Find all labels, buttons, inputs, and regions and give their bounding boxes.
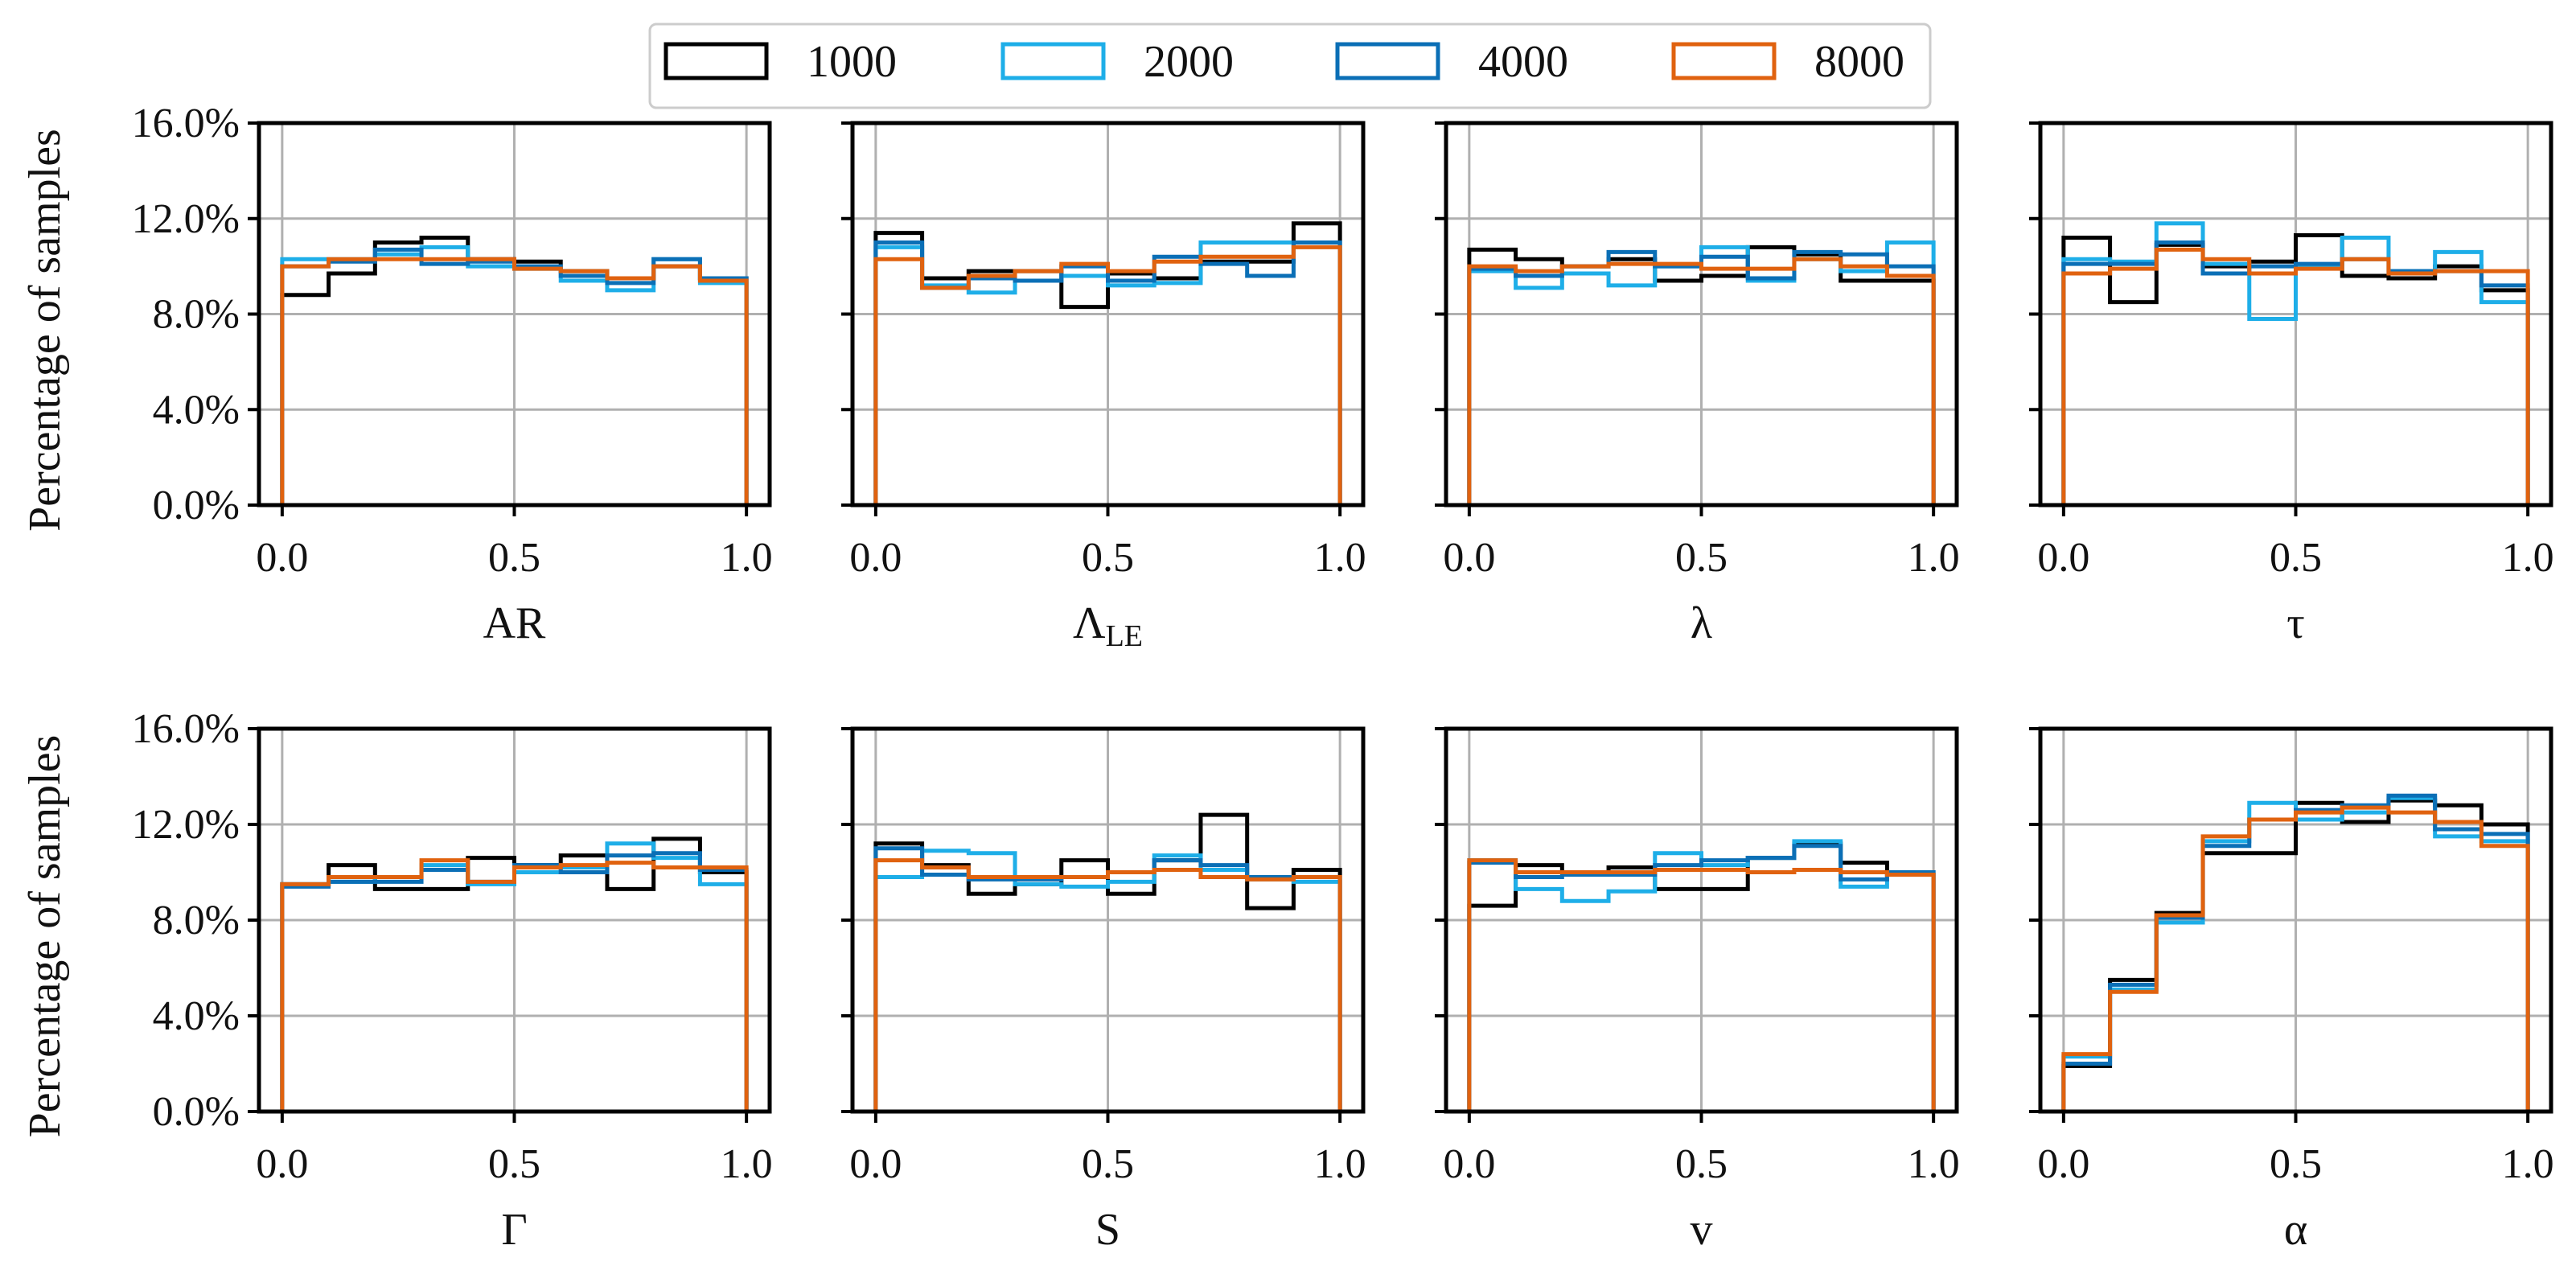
x-tick-label: 1.0	[2502, 535, 2554, 581]
y-tick-label: 4.0%	[153, 387, 240, 433]
series-8000-step	[280, 257, 749, 505]
x-tick-label: 0.0	[2037, 1141, 2089, 1187]
x-tick-label: 1.0	[721, 1141, 773, 1187]
y-tick-label: 0.0%	[153, 483, 240, 528]
series-1000-step	[1467, 841, 1936, 1112]
y-tick-label: 16.0%	[132, 706, 240, 752]
x-axis-label: Γ	[501, 1205, 527, 1255]
series-8000-step	[873, 245, 1342, 505]
y-axis-label: Percentage of samples	[20, 129, 70, 532]
panel-5: 0.0% 4.0% 8.0% 12.0% 16.0% 0.0 0.5 1.0 Γ Percenta…	[20, 706, 773, 1255]
x-axis-label: S	[1095, 1205, 1120, 1255]
series-2000-step	[873, 240, 1342, 505]
series-4000-step	[1467, 844, 1936, 1112]
panel-3: 0.0 0.5 1.0 λ	[1435, 121, 1960, 648]
x-tick-label: 0.0	[256, 535, 308, 581]
x-tick-label: 0.0	[256, 1141, 308, 1187]
x-tick-label: 0.5	[488, 535, 540, 581]
x-tick-label: 0.5	[1082, 535, 1134, 581]
legend-label: 4000	[1478, 37, 1568, 87]
legend-swatch	[664, 42, 769, 80]
y-tick-label: 4.0%	[153, 993, 240, 1039]
y-tick-label: 12.0%	[132, 196, 240, 242]
x-tick-label: 0.0	[849, 535, 902, 581]
x-tick-label: 0.5	[2270, 1141, 2322, 1187]
series-8000-step	[1467, 257, 1936, 505]
y-tick-label: 8.0%	[153, 292, 240, 338]
x-tick-label: 0.0	[2037, 535, 2089, 581]
legend-entry-8000: 8000	[1671, 37, 1904, 87]
x-axis-label: AR	[483, 598, 546, 648]
x-axis-label: τ	[2286, 598, 2305, 648]
legend-label: 8000	[1814, 37, 1904, 87]
legend: 1000 2000 4000 8000	[648, 23, 1932, 109]
series-8000-step	[2061, 247, 2530, 505]
legend-swatch	[1335, 42, 1440, 80]
legend-swatch	[1000, 42, 1106, 80]
y-axis-label: Percentage of samples	[20, 735, 70, 1138]
panel-2: 0.0 0.5 1.0 ΛLE	[841, 121, 1366, 653]
legend-entry-2000: 2000	[1000, 37, 1234, 87]
x-tick-label: 1.0	[1908, 1141, 1960, 1187]
x-tick-label: 1.0	[1314, 1141, 1366, 1187]
legend-label: 2000	[1144, 37, 1234, 87]
y-tick-label: 12.0%	[132, 802, 240, 848]
x-axis-label: α	[2284, 1205, 2307, 1255]
x-tick-label: 0.0	[1443, 535, 1495, 581]
panel-4: 0.0 0.5 1.0 τ	[2029, 121, 2554, 648]
panel-7: 0.0 0.5 1.0 v	[1435, 726, 1960, 1255]
series-8000-step	[873, 858, 1342, 1112]
x-tick-label: 0.0	[1443, 1141, 1495, 1187]
x-axis-label: λ	[1691, 598, 1712, 648]
legend-swatch	[1671, 42, 1777, 80]
panel-8: 0.0 0.5 1.0 α	[2029, 726, 2554, 1255]
panel-1: 0.0% 4.0% 8.0% 12.0% 16.0% 0.0 0.5 1.0 AR Percent…	[20, 101, 773, 648]
x-tick-label: 0.5	[1082, 1141, 1134, 1187]
x-tick-label: 1.0	[1908, 535, 1960, 581]
y-tick-label: 0.0%	[153, 1089, 240, 1135]
x-tick-label: 1.0	[1314, 535, 1366, 581]
y-tick-label: 8.0%	[153, 898, 240, 943]
x-tick-label: 0.5	[2270, 535, 2322, 581]
x-tick-label: 0.5	[1675, 535, 1728, 581]
legend-box	[648, 23, 1932, 109]
x-tick-label: 1.0	[2502, 1141, 2554, 1187]
series-8000-step	[2061, 805, 2530, 1112]
x-tick-label: 0.5	[1675, 1141, 1728, 1187]
series-8000-step	[280, 858, 749, 1112]
legend-entry-4000: 4000	[1335, 37, 1568, 87]
panel-6: 0.0 0.5 1.0 S	[841, 726, 1366, 1255]
x-tick-label: 0.0	[849, 1141, 902, 1187]
series-4000-step	[280, 851, 749, 1112]
x-tick-label: 1.0	[721, 535, 773, 581]
y-tick-label: 16.0%	[132, 101, 240, 146]
series-4000-step	[1467, 249, 1936, 505]
legend-entry-1000: 1000	[664, 37, 897, 87]
series-8000-step	[1467, 858, 1936, 1112]
series-2000-step	[2061, 221, 2530, 505]
x-axis-label: v	[1691, 1205, 1713, 1255]
x-axis-label-subscript: LE	[1106, 619, 1143, 653]
series-1000-step	[873, 221, 1342, 505]
legend-label: 1000	[807, 37, 897, 87]
series-1000-step	[2061, 233, 2530, 505]
panels: 0.0% 4.0% 8.0% 12.0% 16.0% 0.0 0.5 1.0 AR Percent…	[20, 101, 2554, 1255]
x-tick-label: 0.5	[488, 1141, 540, 1187]
x-axis-label: ΛLE	[1073, 598, 1143, 653]
